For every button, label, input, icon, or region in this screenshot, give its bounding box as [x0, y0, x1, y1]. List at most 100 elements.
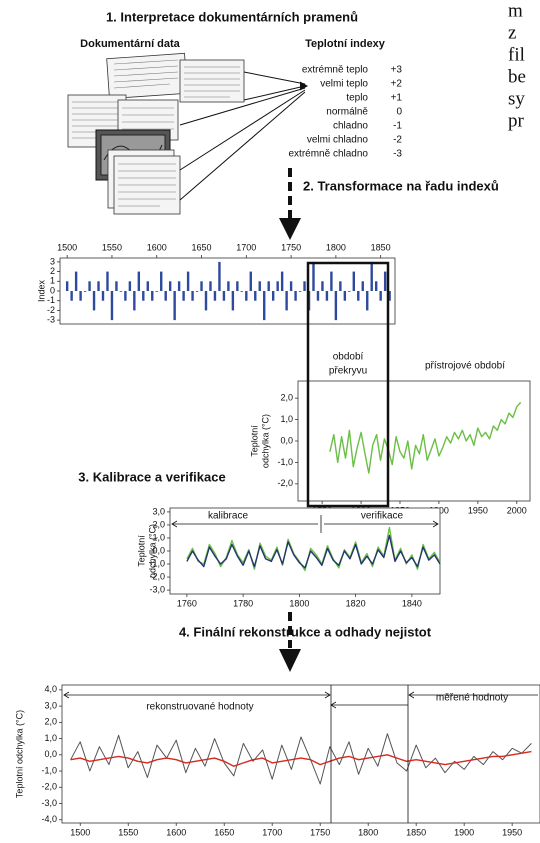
x-tick-label: 1800	[326, 242, 346, 252]
bar	[236, 281, 239, 291]
y-axis-label: Index	[36, 279, 46, 302]
bar	[271, 291, 275, 301]
series-line	[329, 401, 522, 474]
bar	[209, 281, 212, 291]
bar	[258, 281, 261, 291]
x-tick-label: 1550	[102, 242, 122, 252]
y-axis-label: Teplotní odchylka (°C)	[14, 710, 24, 798]
bar	[191, 291, 194, 301]
bar	[119, 291, 123, 292]
x-tick-label: 1700	[236, 242, 256, 252]
annotation: verifikace	[361, 511, 404, 522]
index-value: +1	[391, 93, 403, 104]
bar	[128, 281, 132, 291]
bar	[160, 271, 163, 291]
side-text: m	[508, 0, 523, 21]
annotation: přístrojové období	[425, 361, 505, 372]
bar	[110, 291, 114, 321]
bar	[383, 271, 387, 291]
bar	[155, 291, 158, 292]
y-tick-label: -1,0	[41, 765, 57, 775]
y-axis-label: odchylka (°C)	[260, 414, 270, 468]
side-text: fil	[508, 44, 525, 65]
x-tick-label: 1950	[502, 827, 522, 837]
index-value: -2	[393, 135, 402, 146]
x-tick-label: 1800	[289, 598, 309, 608]
bar	[294, 291, 297, 301]
series-line	[70, 733, 532, 785]
index-label: velmi teplo	[320, 79, 368, 90]
x-tick-label: 1950	[468, 505, 488, 515]
bar	[231, 291, 235, 311]
y-tick-label: -3,0	[149, 584, 165, 594]
index-label: velmi chladno	[307, 135, 369, 146]
bar	[133, 291, 136, 311]
x-tick-label: 1550	[118, 827, 138, 837]
bar	[79, 291, 82, 301]
bar	[213, 291, 217, 301]
y-tick-label: 0,0	[280, 435, 293, 445]
bar	[245, 291, 248, 301]
bar	[97, 281, 100, 291]
index-label: extrémně teplo	[302, 65, 369, 76]
y-tick-label: -4,0	[41, 814, 57, 824]
index-label: teplo	[346, 93, 368, 104]
bar	[101, 291, 105, 301]
bar	[339, 281, 342, 291]
bar	[370, 261, 373, 291]
y-tick-label: -3,0	[41, 798, 57, 808]
bar	[366, 291, 369, 311]
x-tick-label: 1600	[147, 242, 167, 252]
y-axis-label: Teplotní	[249, 425, 259, 457]
bar	[137, 271, 141, 291]
x-tick-label: 1850	[371, 242, 391, 252]
bar	[200, 281, 203, 291]
y-tick-label: -2,0	[41, 782, 57, 792]
x-tick-label: 1820	[346, 598, 366, 608]
y-tick-label: 1,0	[152, 532, 165, 542]
y-axis-label: odchylka (°C)	[147, 524, 157, 578]
x-tick-label: 1780	[233, 598, 253, 608]
side-text: be	[508, 66, 526, 87]
bar	[334, 291, 338, 321]
index-list: extrémně teplo +3 velmi teplo +2 teplo +1 norm…	[289, 65, 403, 160]
bar	[164, 291, 167, 301]
index-value: 0	[396, 107, 402, 118]
index-value: +2	[391, 79, 403, 90]
y-tick-label: -1	[47, 295, 55, 305]
y-tick-label: 3,0	[44, 700, 57, 710]
y-tick-label: 2,0	[44, 717, 57, 727]
bar	[249, 271, 252, 291]
x-tick-label: 1800	[358, 827, 378, 837]
y-tick-label: 0	[50, 285, 55, 295]
bar	[173, 291, 176, 321]
column-heading: Dokumentární data	[80, 38, 181, 50]
bar	[186, 271, 190, 291]
y-tick-label: 3	[50, 256, 55, 266]
annotation: měřené hodnoty	[436, 693, 508, 704]
bar	[240, 291, 244, 292]
y-tick-label: 3,0	[152, 506, 165, 516]
period-arrows	[63, 685, 538, 823]
bar	[65, 281, 69, 291]
x-tick-label: 1600	[166, 827, 186, 837]
bar	[379, 291, 382, 301]
index-value: -3	[393, 149, 402, 160]
plot-frame	[61, 684, 540, 824]
series-line	[186, 526, 441, 572]
y-tick-label: 1	[50, 276, 55, 286]
bar	[276, 281, 279, 291]
step-title: 3. Kalibrace a verifikace	[78, 469, 225, 484]
bar	[222, 291, 226, 301]
bar	[70, 291, 73, 301]
bar	[263, 291, 266, 321]
step-title: 4. Finální rekonstrukce a odhady nejisto…	[179, 624, 432, 639]
y-tick-label: 0,0	[152, 545, 165, 555]
bar	[312, 261, 315, 291]
step-title: 1. Interpretace dokumentárních pramenů	[106, 9, 358, 24]
arrows	[179, 71, 309, 201]
y-tick-label: -1,0	[149, 558, 165, 568]
annotation: kalibrace	[208, 511, 248, 522]
bar	[352, 271, 355, 291]
